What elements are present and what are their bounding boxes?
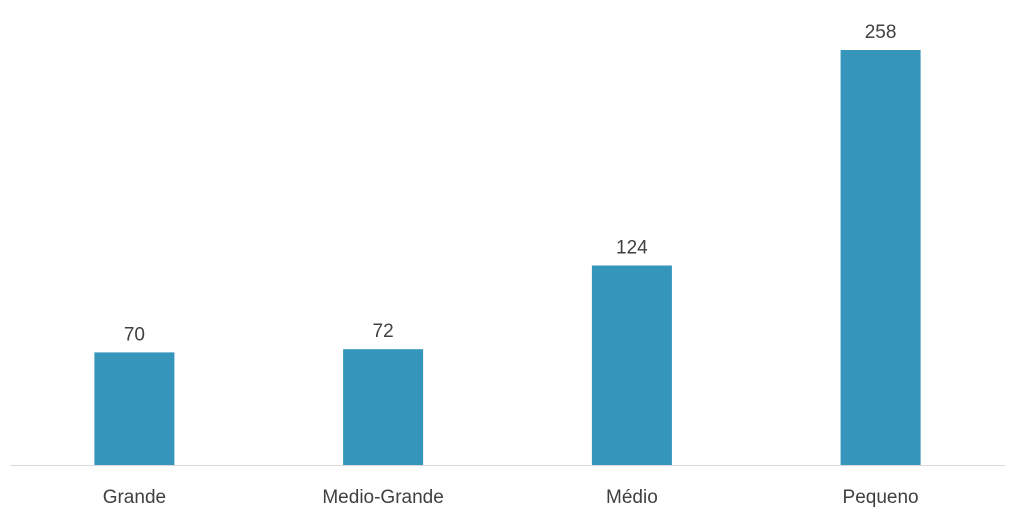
x-tick-label-1: Medio-Grande (322, 487, 443, 508)
data-label-2: 124 (616, 238, 648, 259)
x-tick-label-2: Médio (606, 487, 658, 508)
data-label-1: 72 (373, 321, 394, 342)
bar-3 (840, 50, 921, 465)
data-label-3: 258 (865, 22, 897, 43)
bar-2 (591, 265, 672, 465)
bar-0 (94, 352, 175, 465)
x-tick-label-3: Pequeno (843, 487, 919, 508)
x-tick-label-0: Grande (103, 487, 166, 508)
bar-1 (343, 349, 424, 465)
data-label-0: 70 (124, 324, 145, 345)
